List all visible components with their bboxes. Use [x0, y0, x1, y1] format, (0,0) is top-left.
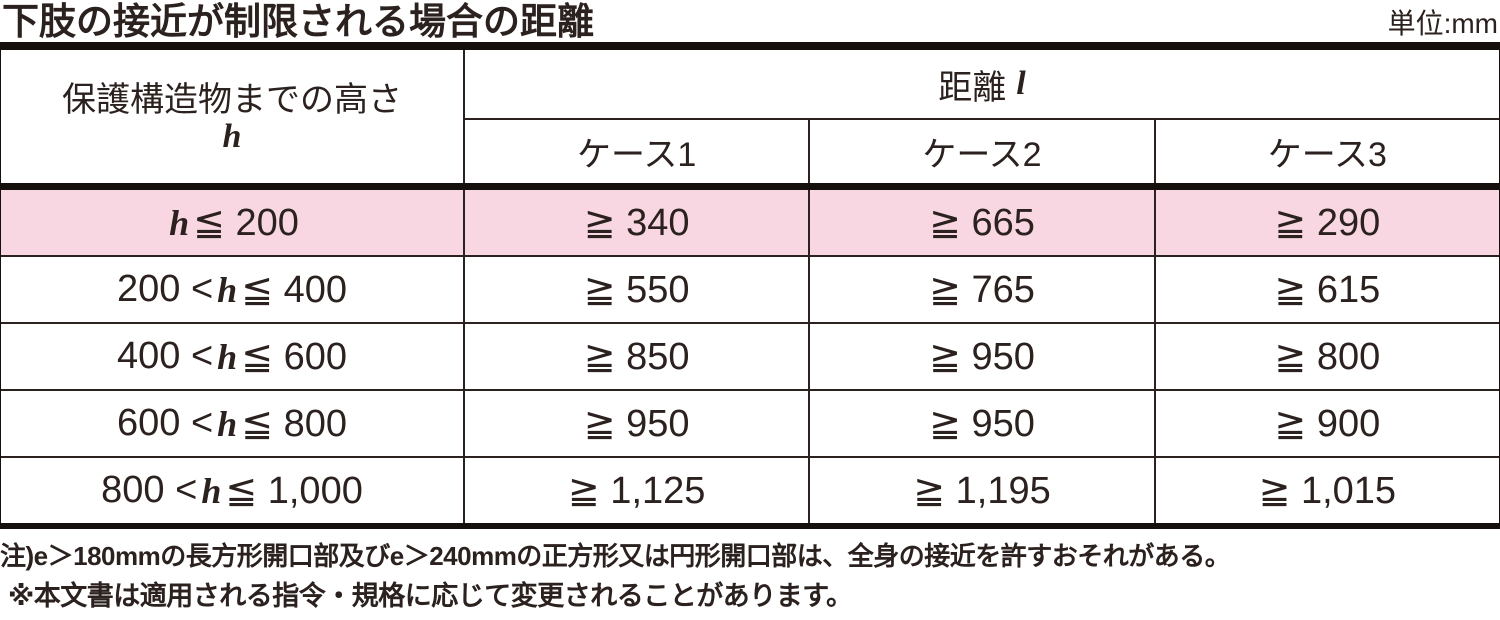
- variable-h: h: [201, 470, 222, 511]
- row-label-pre: 800 <: [101, 469, 198, 511]
- variable-h: h: [222, 117, 242, 155]
- header-height-column: 保護構造物までの高さ h: [1, 50, 463, 183]
- table-row: 600 < h ≦ 800 ≧ 950 ≧ 950 ≧ 900: [1, 391, 1499, 458]
- row-label-post: ≦ 800: [241, 403, 347, 445]
- row-label-cell: 200 < h ≦ 400: [1, 257, 463, 322]
- variable-h: h: [169, 202, 190, 243]
- variable-h: h: [217, 269, 238, 310]
- title-bar: 下肢の接近が制限される場合の距離 単位:mm: [0, 0, 1500, 42]
- case3-value-cell: ≧ 800: [1153, 324, 1499, 389]
- case3-value-cell: ≧ 900: [1153, 391, 1499, 456]
- row-label-pre: 400 <: [117, 335, 214, 377]
- footnote-opening-warning: 注)e＞180mmの長方形開口部及びe＞240mmの正方形又は円形開口部は、全身…: [0, 541, 1231, 571]
- page-title: 下肢の接近が制限される場合の距離: [2, 1, 594, 42]
- case3-value-cell: ≧ 290: [1153, 190, 1499, 255]
- case1-value-cell: ≧ 550: [463, 257, 808, 322]
- case1-value-cell: ≧ 1,125: [463, 458, 808, 523]
- row-label-post: ≦ 400: [241, 269, 347, 311]
- header-case1: ケース1: [463, 120, 808, 183]
- footnote-document-disclaimer: ※本文書は適用される指令・規格に応じて変更されることがあります。: [8, 581, 853, 611]
- table-header: 保護構造物までの高さ h 距離 l ケース1 ケース2 ケース3: [1, 50, 1499, 190]
- unit-label: 単位:mm: [1387, 8, 1498, 39]
- row-label-pre: 600 <: [117, 402, 214, 444]
- row-label-pre: 200 <: [117, 268, 214, 310]
- case2-value-cell: ≧ 950: [808, 391, 1153, 456]
- table-body: h ≦ 200 ≧ 340 ≧ 665 ≧ 290 200 < h ≦ 400 …: [1, 190, 1499, 523]
- row-label-cell: 800 < h ≦ 1,000: [1, 458, 463, 523]
- case2-value-cell: ≧ 1,195: [808, 458, 1153, 523]
- row-label-cell: 400 < h ≦ 600: [1, 324, 463, 389]
- row-label-cell: h ≦ 200: [1, 190, 463, 255]
- case1-value-cell: ≧ 950: [463, 391, 808, 456]
- header-case3: ケース3: [1153, 120, 1499, 183]
- variable-l: l: [1016, 65, 1026, 102]
- row-label-cell: 600 < h ≦ 800: [1, 391, 463, 456]
- header-case2: ケース2: [808, 120, 1153, 183]
- header-height-label: 保護構造物までの高さ: [62, 80, 402, 119]
- table-row: h ≦ 200 ≧ 340 ≧ 665 ≧ 290: [1, 190, 1499, 257]
- case1-value-cell: ≧ 340: [463, 190, 808, 255]
- case2-value-cell: ≧ 665: [808, 190, 1153, 255]
- distance-table: 保護構造物までの高さ h 距離 l ケース1 ケース2 ケース3 h ≦ 200…: [0, 42, 1500, 529]
- case1-value-cell: ≧ 850: [463, 324, 808, 389]
- table-row: 800 < h ≦ 1,000 ≧ 1,125 ≧ 1,195 ≧ 1,015: [1, 458, 1499, 523]
- row-label-post: ≦ 1,000: [225, 470, 363, 512]
- row-label-post: ≦ 200: [193, 202, 299, 244]
- row-label-post: ≦ 600: [241, 336, 347, 378]
- table-row: 400 < h ≦ 600 ≧ 850 ≧ 950 ≧ 800: [1, 324, 1499, 391]
- case3-value-cell: ≧ 1,015: [1153, 458, 1499, 523]
- header-distance-label: 距離: [938, 68, 1007, 107]
- variable-h: h: [217, 336, 238, 377]
- case3-value-cell: ≧ 615: [1153, 257, 1499, 322]
- variable-h: h: [217, 403, 238, 444]
- case2-value-cell: ≧ 765: [808, 257, 1153, 322]
- table-row: 200 < h ≦ 400 ≧ 550 ≧ 765 ≧ 615: [1, 257, 1499, 324]
- case2-value-cell: ≧ 950: [808, 324, 1153, 389]
- header-distance: 距離 l: [463, 50, 1499, 120]
